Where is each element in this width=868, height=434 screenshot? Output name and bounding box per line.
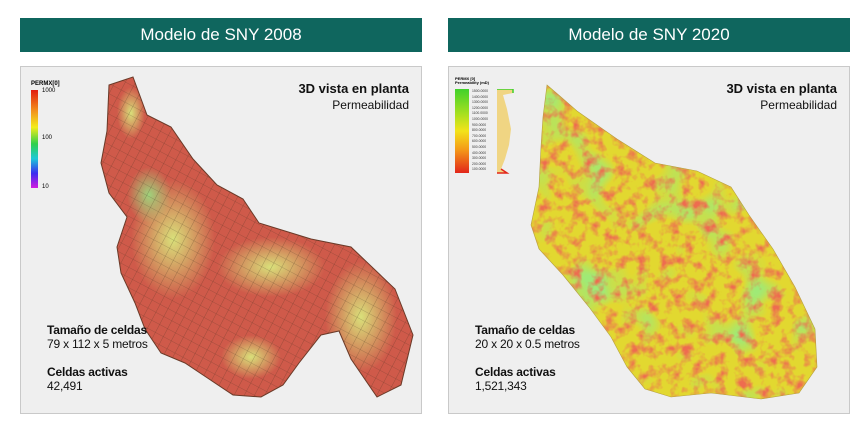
right-legend-tick: 600.0000 [472, 139, 487, 144]
right-legend-tick: 800.0000 [472, 128, 487, 133]
left-legend-title: PERMX[0] [31, 81, 60, 87]
left-view-title-text: 3D vista en planta [298, 81, 409, 96]
right-legend-histogram [497, 89, 514, 174]
right-active-cells-value: 1,521,343 [475, 379, 527, 393]
left-panel-header: Modelo de SNY 2008 [20, 18, 422, 52]
left-active-cells-label: Celdas activas [47, 365, 128, 379]
right-legend-ticks: 1500.0000 1400.0000 1300.0000 1200.0000 1100… [472, 89, 488, 173]
left-legend-tick-bottom: 10 [42, 184, 49, 190]
left-legend-bar [31, 90, 38, 188]
right-legend-tick: 1300.0000 [472, 100, 489, 105]
right-legend-tick: 100.0000 [472, 167, 487, 172]
right-legend-tick: 200.0000 [472, 161, 487, 166]
right-active-cells-label: Celdas activas [475, 365, 556, 379]
left-active-cells-value: 42,491 [47, 379, 83, 393]
left-view-subtitle: Permeabilidad [332, 98, 409, 112]
right-model-panel: PERMX [0] Permeability (mD) 1500.0000 140… [448, 66, 850, 414]
right-legend-tick: 400.0000 [472, 150, 487, 155]
right-legend-tick: 1200.0000 [472, 105, 489, 110]
right-legend-tick: 700.0000 [472, 133, 487, 138]
right-legend-tick: 300.0000 [472, 156, 487, 161]
right-panel-header: Modelo de SNY 2020 [448, 18, 850, 52]
left-legend-tick-top: 1000 [42, 88, 56, 94]
left-model-info: Tamaño de celdas 79 x 112 x 5 metros Cel… [47, 323, 148, 393]
right-legend-tick: 1100.0000 [472, 111, 488, 116]
right-permeability-map [530, 84, 818, 400]
right-legend-bar [455, 89, 469, 173]
right-legend-subtitle-text: Permeability (mD) [455, 80, 490, 85]
right-legend-tick: 1000.0000 [472, 116, 489, 121]
right-legend-title-text: PERMX [0] [455, 76, 476, 81]
right-colorbar-legend: PERMX [0] Permeability (mD) 1500.0000 140… [455, 77, 525, 181]
right-cell-size-label: Tamaño de celdas [475, 323, 575, 337]
left-permeability-map [100, 76, 414, 398]
left-view-title: 3D vista en planta Permeabilidad [298, 81, 409, 112]
right-legend-tick: 1400.0000 [472, 94, 489, 99]
left-legend-tick-mid: 100 [42, 135, 53, 141]
right-legend-tick: 900.0000 [472, 122, 487, 127]
right-legend-tick: 500.0000 [472, 144, 487, 149]
left-colorbar-legend: PERMX[0] 1000 100 10 [31, 81, 75, 191]
right-legend-tick: 1500.0000 [472, 89, 489, 93]
left-cell-size-label: Tamaño de celdas [47, 323, 147, 337]
right-model-info: Tamaño de celdas 20 x 20 x 0.5 metros Ce… [475, 323, 580, 393]
right-view-title-text: 3D vista en planta [726, 81, 837, 96]
right-view-subtitle: Permeabilidad [760, 98, 837, 112]
left-header-text: Modelo de SNY 2008 [140, 25, 302, 44]
right-header-text: Modelo de SNY 2020 [568, 25, 730, 44]
right-legend-title: PERMX [0] Permeability (mD) [455, 77, 489, 85]
right-cell-size-value: 20 x 20 x 0.5 metros [475, 337, 580, 351]
left-cell-size-value: 79 x 112 x 5 metros [47, 337, 148, 351]
left-model-panel: PERMX[0] 1000 100 10 3D vista en planta … [20, 66, 422, 414]
right-view-title: 3D vista en planta Permeabilidad [726, 81, 837, 112]
